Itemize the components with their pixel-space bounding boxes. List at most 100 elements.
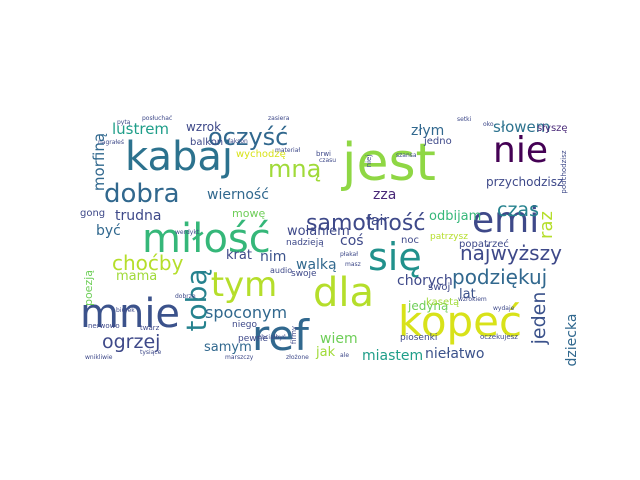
word-cloud-word: audio: [270, 266, 292, 275]
word-cloud-word: wychodzę: [236, 149, 286, 160]
word-cloud-word: wołaniem: [287, 224, 350, 239]
word-cloud-word: pewne: [238, 334, 268, 344]
word-cloud-word: kopeć: [398, 297, 522, 346]
word-cloud-word: fair: [366, 213, 389, 229]
word-cloud-word: mama: [116, 269, 157, 284]
word-cloud-word: być: [96, 223, 121, 239]
word-cloud-word: gong: [80, 208, 105, 219]
word-cloud-word: tobą: [180, 268, 213, 331]
word-cloud-word: samym: [204, 340, 252, 355]
word-cloud-word: walką: [296, 257, 337, 273]
word-cloud-word: nim: [260, 249, 286, 265]
word-cloud-word: firmy: [290, 326, 298, 344]
word-cloud-word: fakson: [228, 138, 248, 145]
word-cloud-word: choćby: [112, 251, 184, 275]
word-cloud-word: nadzieją: [286, 238, 324, 248]
word-cloud-word: przychodzisz: [486, 175, 563, 189]
word-cloud-word: wierność: [207, 187, 269, 203]
word-cloud-word: miastem: [362, 348, 423, 364]
word-cloud-canvas: [80, 118, 560, 368]
word-cloud-word: słowem: [493, 118, 550, 136]
word-cloud-word: ref: [252, 311, 310, 360]
word-cloud-word: samotność: [306, 211, 425, 236]
word-cloud-word: biurek: [116, 307, 135, 314]
word-cloud-word: mnie: [80, 291, 180, 337]
word-cloud-word: dla: [313, 270, 374, 316]
word-cloud-word: niej: [365, 155, 373, 168]
word-cloud-word: balkon: [190, 137, 223, 148]
word-cloud-word: lat: [459, 287, 476, 302]
word-cloud-word: kabaj: [125, 134, 233, 180]
word-cloud-word: kasetą: [426, 297, 459, 308]
word-cloud-word: złożone: [286, 354, 309, 361]
word-cloud-word: się: [368, 235, 422, 279]
word-cloud-word: popatrzeć: [459, 238, 509, 250]
word-cloud-word: swoje: [291, 269, 317, 279]
word-cloud-word: ogrzej: [102, 331, 160, 353]
word-cloud-word: tysiące: [140, 349, 162, 356]
word-cloud-word: dobrze: [175, 293, 196, 300]
word-cloud-word: podziękuj: [452, 265, 547, 289]
word-cloud-word: dobra: [104, 179, 180, 209]
word-cloud-word: nerwowo: [88, 322, 120, 330]
word-cloud-word: mowę: [232, 207, 265, 220]
word-cloud-word: poezją: [82, 270, 95, 306]
word-cloud-word: setki: [457, 116, 472, 123]
word-cloud-word: chorych: [397, 273, 453, 289]
word-cloud-word: zasiera: [268, 115, 290, 122]
word-cloud-word: słyszę: [537, 123, 568, 134]
word-cloud-word: czas: [497, 199, 539, 221]
word-cloud-word: noc: [401, 235, 419, 246]
word-cloud-word: jedyną: [407, 299, 448, 313]
word-cloud-word: werdykt: [175, 229, 200, 236]
word-cloud-word: piosenki: [400, 333, 437, 343]
word-cloud-word: pytą: [117, 119, 131, 126]
word-cloud-word: spoconym: [205, 303, 287, 322]
word-cloud-word: posłuchać: [142, 115, 172, 122]
word-cloud-word: nagrałeś: [98, 139, 124, 146]
word-cloud-word: chciałbyś: [258, 334, 286, 341]
word-cloud-word: oczyść: [208, 123, 288, 151]
word-cloud-word: mną: [268, 155, 321, 183]
word-cloud-word: wiem: [320, 331, 358, 347]
word-cloud-word: nie: [493, 130, 548, 171]
word-cloud-word: płakał: [340, 251, 358, 258]
word-cloud-word: emi: [472, 200, 539, 241]
word-cloud-word: niełatwo: [425, 346, 484, 362]
word-cloud-word: wzrok: [186, 120, 221, 134]
word-cloud-word: jeden: [528, 292, 550, 346]
word-cloud-word: morfiną: [90, 133, 108, 191]
word-cloud-word: jak: [315, 345, 336, 360]
word-cloud-word: lustrem: [112, 120, 169, 138]
word-cloud-word: raz: [536, 211, 557, 239]
word-cloud-word: zza: [373, 187, 396, 203]
word-cloud-word: wnikliwie: [85, 354, 113, 361]
word-cloud-word: trudna: [115, 208, 161, 224]
word-cloud-word: dziecka: [564, 314, 580, 367]
word-cloud-word: wzrokiem: [458, 296, 487, 303]
word-cloud-word: krat: [226, 248, 252, 263]
word-cloud-word: patrzysz: [430, 232, 468, 242]
word-cloud-word: wydaje: [493, 305, 515, 312]
word-cloud-word: złym: [411, 123, 444, 139]
word-cloud-word: materiał: [275, 147, 300, 154]
word-cloud-word: twarz: [140, 324, 160, 332]
word-cloud-word: czasu: [319, 157, 336, 164]
word-cloud-word: masz: [345, 261, 361, 268]
word-cloud-word: podchodzisz: [560, 150, 568, 193]
word-cloud-word: marszczy: [225, 354, 254, 361]
word-cloud-word: oko: [483, 121, 494, 128]
word-cloud-word: miłość: [142, 216, 271, 262]
word-cloud-word: najwyższy: [460, 241, 562, 265]
word-cloud-word: niego: [232, 320, 257, 330]
word-cloud-word: brwi: [316, 150, 331, 158]
word-cloud-word: szansa: [396, 152, 417, 159]
word-cloud-word: jest: [341, 133, 436, 193]
word-cloud-word: coś: [340, 233, 364, 249]
word-cloud-word: odbijam: [429, 209, 481, 224]
word-cloud-word: ale: [340, 352, 349, 359]
word-cloud-word: oczekujesz: [480, 333, 518, 341]
word-cloud-word: swoj: [428, 282, 450, 293]
